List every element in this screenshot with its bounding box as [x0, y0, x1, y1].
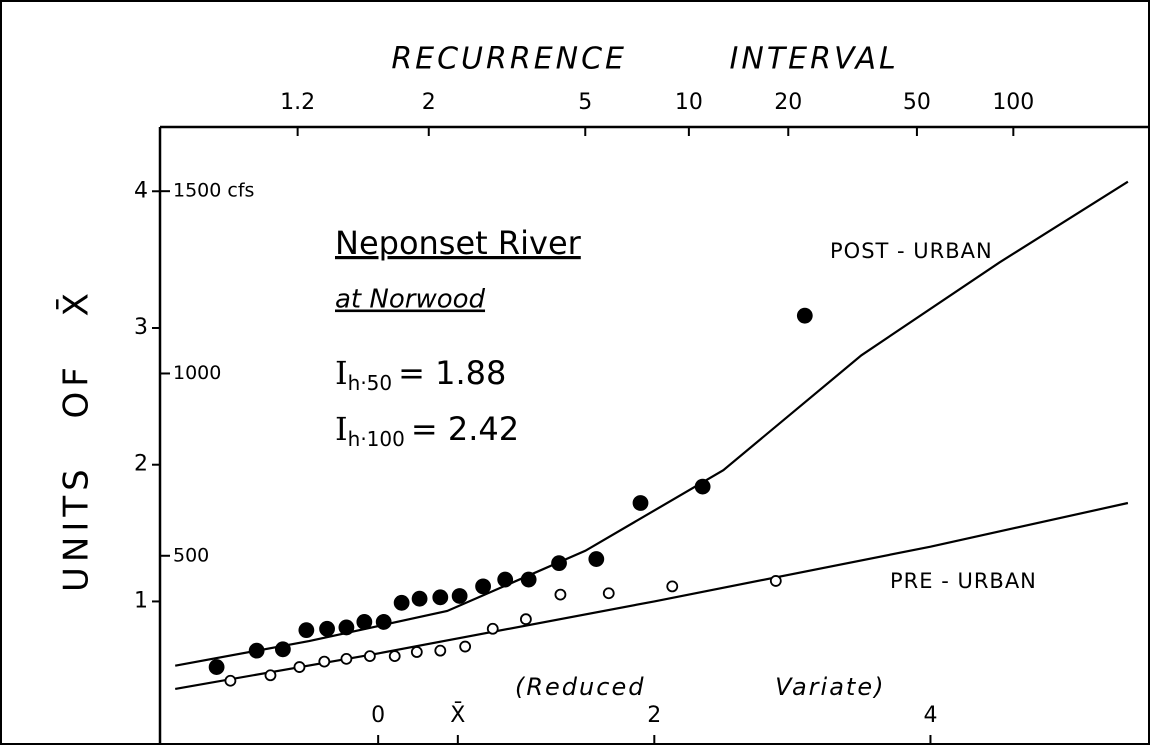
- data-point: [393, 594, 410, 611]
- data-point: [769, 575, 782, 587]
- y-tick-label: 3: [134, 315, 148, 340]
- x2-tick-label: 10: [675, 90, 703, 115]
- data-point: [319, 620, 335, 637]
- data-point: [375, 614, 392, 630]
- x-axis-label: (Reduced Variate): [515, 673, 885, 701]
- data-point: [796, 307, 813, 324]
- index-value: = 1.88: [398, 354, 506, 392]
- data-point: [451, 588, 468, 604]
- x-tick-label: 0: [371, 703, 385, 728]
- data-point: [208, 659, 225, 675]
- data-point: [497, 571, 514, 588]
- data-point: [588, 551, 605, 567]
- x-tick-label: X̄: [450, 702, 465, 728]
- x2-tick-label: 100: [992, 90, 1034, 115]
- x2-tick-label: 50: [903, 90, 931, 115]
- data-point: [410, 646, 423, 658]
- data-point: [694, 478, 711, 495]
- data-point: [293, 661, 306, 673]
- y2-tick-label: 500: [173, 544, 209, 566]
- data-point: [432, 589, 449, 606]
- data-point: [340, 652, 353, 665]
- fit-curve: [175, 501, 1129, 690]
- index-symbol: I: [335, 410, 348, 448]
- index-symbol: I: [335, 354, 348, 392]
- series-label: PRE - URBAN: [890, 569, 1037, 593]
- y2-tick-label: 1000: [173, 362, 221, 384]
- data-point: [298, 622, 315, 639]
- data-point: [551, 555, 567, 572]
- data-point: [554, 588, 567, 601]
- index-annotation: Ih·100 = 2.42: [335, 410, 519, 451]
- data-point: [486, 622, 499, 635]
- x-tick-label: 4: [923, 703, 937, 728]
- data-point: [363, 650, 376, 663]
- data-point: [338, 619, 355, 636]
- chart-title: RECURRENCE INTERVAL: [391, 42, 898, 77]
- data-point: [411, 590, 428, 607]
- x-tick-label: 2: [647, 703, 661, 728]
- data-point: [224, 674, 237, 687]
- x2-tick-label: 2: [422, 90, 436, 115]
- data-point: [264, 669, 277, 682]
- data-point: [519, 613, 532, 626]
- y-axis-label: UNITS OF X̄: [55, 288, 96, 592]
- data-point: [475, 578, 491, 595]
- data-point: [248, 642, 265, 659]
- index-value: = 2.42: [411, 410, 519, 448]
- data-point: [356, 614, 373, 630]
- index-subscript: h·100: [348, 427, 405, 451]
- y-tick-label: 4: [134, 178, 148, 203]
- data-point: [602, 587, 615, 600]
- index-annotation: Ih·50 = 1.88: [335, 354, 506, 395]
- station-location: at Norwood: [335, 285, 486, 315]
- series-label: POST - URBAN: [830, 239, 993, 263]
- x2-tick-label: 1.2: [280, 90, 315, 115]
- y2-tick-label: 1500 cfs: [173, 180, 254, 202]
- station-name: Neponset River: [335, 224, 582, 262]
- data-point: [459, 640, 472, 653]
- fit-curve: [175, 180, 1129, 667]
- data-point: [520, 571, 537, 588]
- data-point: [274, 641, 291, 658]
- x2-tick-label: 5: [578, 90, 592, 115]
- y-tick-label: 1: [134, 588, 148, 613]
- data-point: [388, 650, 401, 663]
- index-subscript: h·50: [348, 371, 392, 395]
- data-point: [666, 580, 679, 593]
- data-point: [318, 655, 331, 668]
- y-tick-label: 2: [134, 452, 148, 477]
- data-point: [434, 644, 447, 657]
- data-point: [632, 495, 649, 511]
- x2-tick-label: 20: [774, 90, 802, 115]
